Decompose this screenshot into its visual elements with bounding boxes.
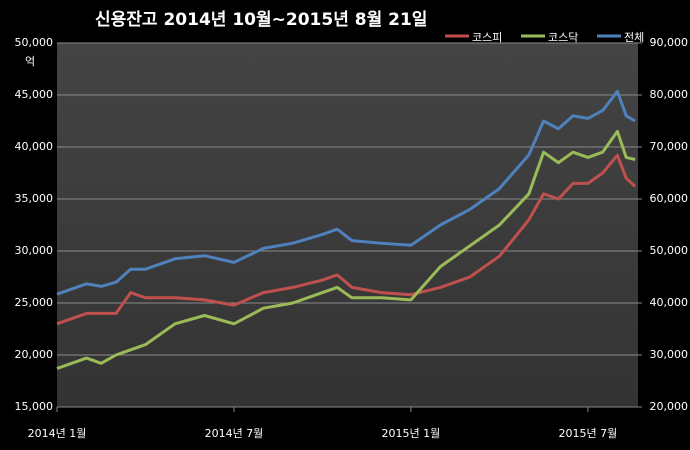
y2-tick-label: 40,000 xyxy=(650,296,689,309)
series-line xyxy=(56,89,636,296)
y2-tick-label: 30,000 xyxy=(650,348,689,361)
series-line xyxy=(56,129,636,370)
y2-tick-label: 60,000 xyxy=(650,192,689,205)
y-tick-label: 20,000 xyxy=(15,348,54,361)
y2-tick-label: 70,000 xyxy=(650,140,689,153)
x-tick-label: 2014년 7월 xyxy=(205,427,264,440)
x-tick-label: 2015년 7월 xyxy=(558,427,617,440)
legend-label: 코스피 xyxy=(472,31,502,44)
y-axis-label: 억 xyxy=(25,55,35,68)
y-tick-label: 15,000 xyxy=(15,400,54,413)
y-tick-label: 30,000 xyxy=(15,244,54,257)
y2-tick-label: 80,000 xyxy=(650,88,689,101)
plot-area xyxy=(57,43,638,407)
y-tick-label: 45,000 xyxy=(15,88,54,101)
chart-title: 신용잔고 2014년 10월~2015년 8월 21일 xyxy=(95,10,427,30)
legend-label: 코스닥 xyxy=(548,31,578,44)
series-line xyxy=(56,153,637,326)
x-tick-label: 2015년 1월 xyxy=(382,427,441,440)
y2-tick-label: 20,000 xyxy=(650,400,689,413)
legend-label: 전체 xyxy=(624,31,644,44)
y-tick-label: 40,000 xyxy=(15,140,54,153)
y-tick-label: 25,000 xyxy=(15,296,54,309)
y2-tick-label: 50,000 xyxy=(650,244,689,257)
y-tick-label: 35,000 xyxy=(15,192,54,205)
y2-tick-label: 90,000 xyxy=(650,36,689,49)
x-tick-label: 2014년 1월 xyxy=(28,427,87,440)
y-tick-label: 50,000 xyxy=(15,36,54,49)
